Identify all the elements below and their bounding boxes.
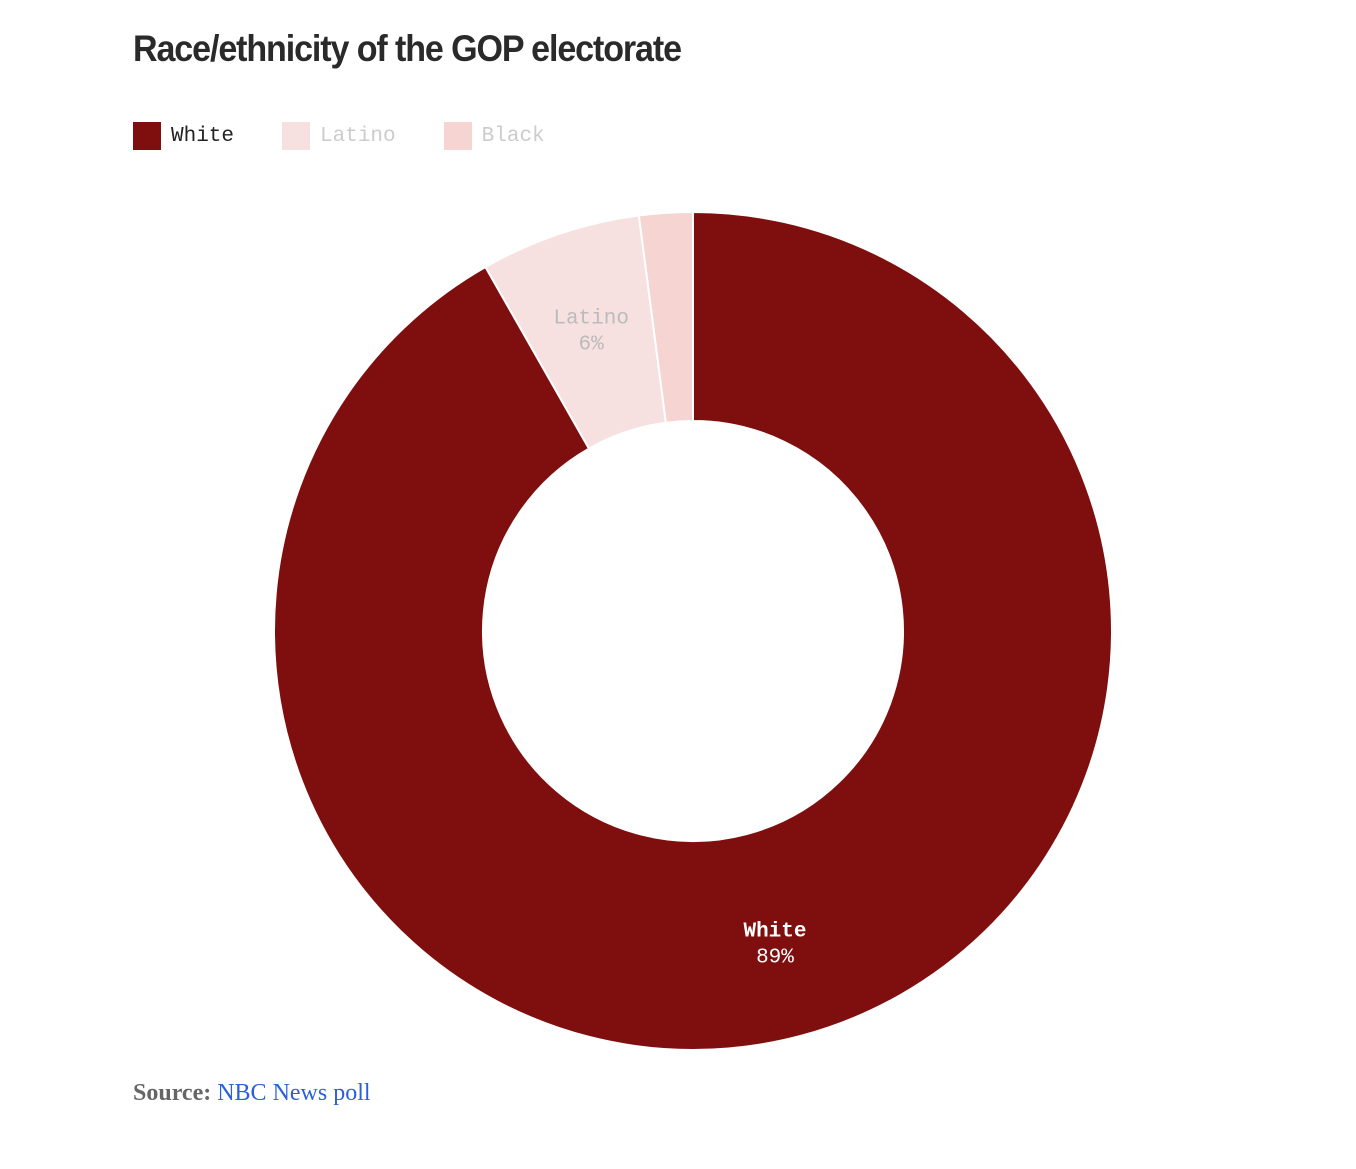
- slice-value-white: 89%: [756, 946, 794, 969]
- slice-label-latino: Latino: [553, 308, 629, 331]
- slice-value-latino: 6%: [579, 334, 605, 357]
- slice-label-white: White: [743, 920, 806, 943]
- source-prefix: Source:: [133, 1080, 211, 1106]
- source-line: Source: NBC News poll: [133, 1080, 371, 1107]
- source-link[interactable]: NBC News poll: [217, 1080, 370, 1106]
